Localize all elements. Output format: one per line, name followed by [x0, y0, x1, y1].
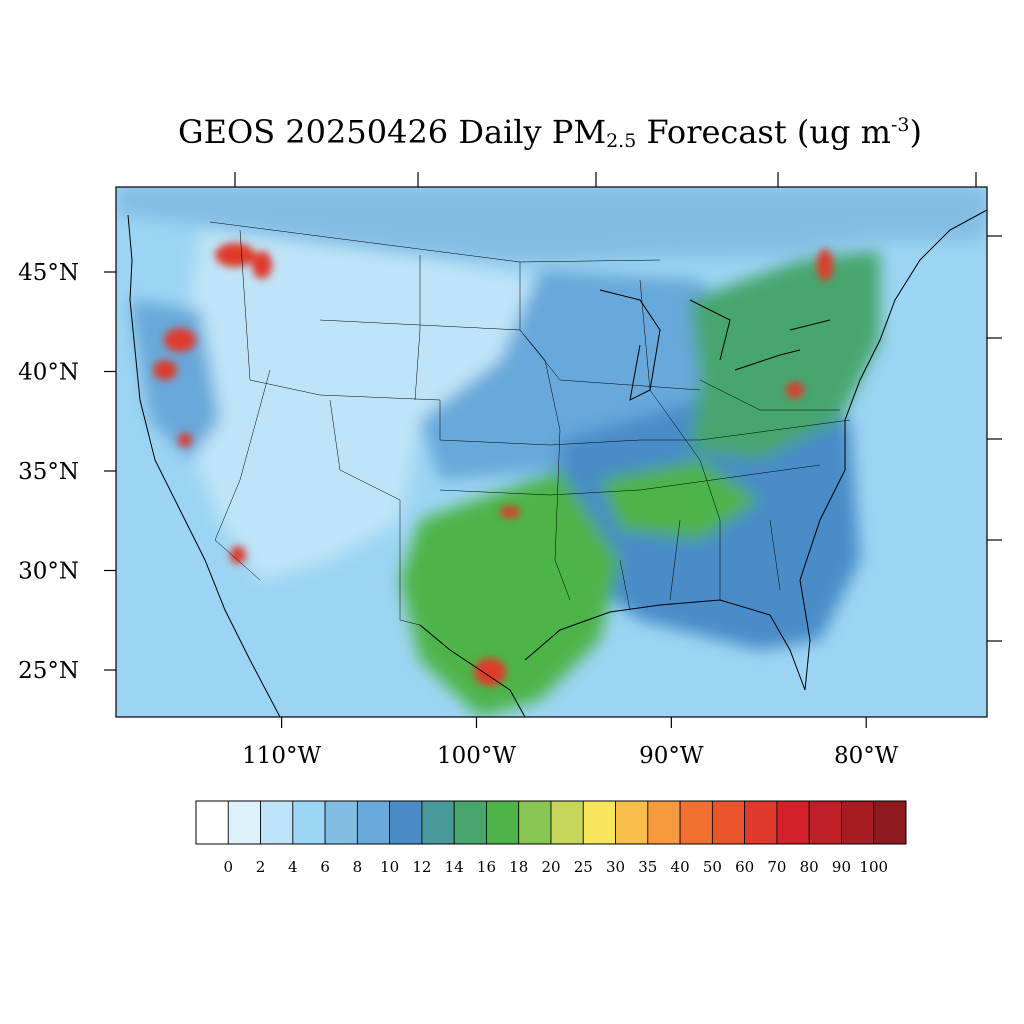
- region-texas: [400, 470, 620, 717]
- colorbar-label: 30: [606, 858, 625, 876]
- hotspot-oklahoma: [500, 506, 520, 518]
- axis-ticks: [104, 172, 1002, 728]
- hotspot-idaho: [252, 251, 272, 279]
- colorbar-swatch: [679, 800, 713, 845]
- colorbar-swatch: [647, 800, 681, 845]
- colorbar-label: 12: [412, 858, 431, 876]
- colorbar-swatch: [486, 800, 520, 845]
- lat-label: 40°N: [18, 360, 79, 386]
- colorbar-label: 4: [288, 858, 298, 876]
- lon-label: 110°W: [242, 743, 321, 769]
- hotspot-new-york: [817, 249, 833, 281]
- colorbar-label: 25: [574, 858, 593, 876]
- map-field: [116, 187, 987, 717]
- hotspot-oregon-south: [153, 360, 177, 380]
- colorbar-label: 10: [380, 858, 399, 876]
- colorbar-swatch: [389, 800, 423, 845]
- colorbar-label: 16: [477, 858, 496, 876]
- colorbar-label: 20: [541, 858, 560, 876]
- hotspot-arizona: [230, 546, 246, 564]
- lat-label: 35°N: [18, 459, 79, 485]
- colorbar-label: 40: [671, 858, 690, 876]
- lat-label: 30°N: [18, 559, 79, 585]
- hotspot-california: [178, 433, 192, 447]
- colorbar-swatch: [453, 800, 487, 845]
- title-superscript: -3: [890, 114, 910, 136]
- colorbar-swatch: [808, 800, 842, 845]
- colorbar-label: 50: [703, 858, 722, 876]
- colorbar-swatch: [421, 800, 455, 845]
- colorbar-label: 35: [638, 858, 657, 876]
- colorbar-swatch: [260, 800, 294, 845]
- colorbar-label: 70: [767, 858, 786, 876]
- map-title: GEOS 20250426 Daily PM2.5 Forecast (ug m…: [0, 112, 1024, 152]
- colorbar-swatch: [195, 800, 229, 845]
- colorbar: [195, 800, 907, 845]
- state-borders: [209, 221, 851, 626]
- colorbar-swatch: [615, 800, 649, 845]
- region-west-interior: [180, 230, 560, 580]
- hotspot-pennsylvania: [786, 382, 804, 398]
- title-main: GEOS 20250426 Daily PM: [178, 113, 607, 151]
- colorbar-label: 0: [223, 858, 233, 876]
- colorbar-frame: [195, 800, 907, 845]
- pacific-coastline: [127, 214, 281, 717]
- colorbar-label: 8: [353, 858, 363, 876]
- colorbar-swatch: [582, 800, 616, 845]
- hotspots: [153, 243, 833, 686]
- colorbar-swatch: [518, 800, 552, 845]
- colorbar-swatch: [744, 800, 778, 845]
- colorbar-swatch: [292, 800, 326, 845]
- colorbar-label: 100: [859, 858, 888, 876]
- lon-label: 80°W: [834, 743, 899, 769]
- title-subscript: 2.5: [606, 130, 637, 152]
- map-frame: [115, 186, 988, 718]
- title-suffix: Forecast (ug m: [636, 113, 891, 151]
- lat-label: 25°N: [18, 658, 79, 684]
- lon-label: 90°W: [639, 743, 704, 769]
- great-lakes: [599, 289, 831, 401]
- hotspot-oregon-north: [164, 328, 196, 352]
- colorbar-swatch: [776, 800, 810, 845]
- title-close: ): [909, 113, 922, 151]
- colorbar-label: 80: [800, 858, 819, 876]
- concentration-field: [116, 187, 987, 717]
- region-pacific-coast: [130, 300, 220, 460]
- coastlines: [127, 209, 987, 717]
- colorbar-label: 14: [445, 858, 464, 876]
- colorbar-label: 2: [256, 858, 266, 876]
- lat-label: 45°N: [18, 260, 79, 286]
- colorbar-swatch: [356, 800, 391, 845]
- colorbar-swatch: [841, 800, 875, 845]
- gulf-coastline: [419, 599, 806, 717]
- hotspot-washington: [215, 243, 255, 267]
- colorbar-swatch: [873, 800, 907, 845]
- colorbar-swatch: [711, 800, 746, 845]
- region-northeast: [690, 250, 880, 460]
- colorbar-label: 60: [735, 858, 754, 876]
- lon-label: 100°W: [437, 743, 516, 769]
- atlantic-coastline: [799, 209, 987, 691]
- axis-labels: 110°W 100°W 90°W 80°W 25°N 30°N 35°N 40°N 45°N: [18, 260, 899, 769]
- colorbar-swatch: [227, 800, 261, 845]
- hotspot-south-texas: [474, 658, 506, 686]
- colorbar-label: 18: [509, 858, 528, 876]
- colorbar-swatch: [550, 800, 584, 845]
- colorbar-swatch: [324, 800, 358, 845]
- colorbar-label: 6: [320, 858, 330, 876]
- region-canada: [116, 187, 987, 262]
- colorbar-label: 90: [832, 858, 851, 876]
- colorbar-labels: 0 2 4 6 8 10 12 14 16 18 20 25 30 35 40 50 60 70 80 90 100: [223, 858, 888, 876]
